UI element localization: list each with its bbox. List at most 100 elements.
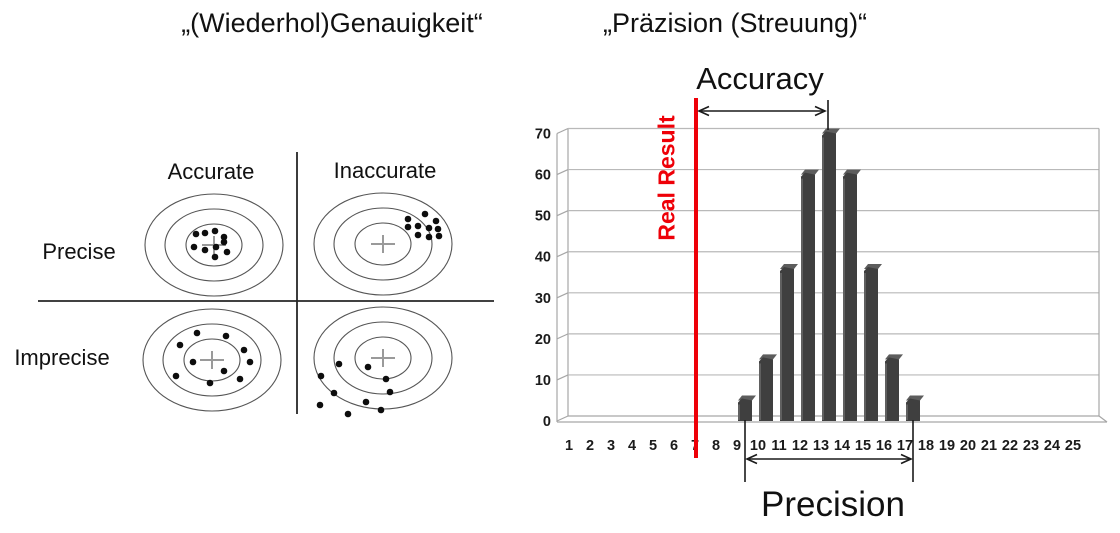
x-tick-label-25: 25	[1065, 438, 1081, 454]
bar-14	[843, 172, 857, 421]
scatter-dot-imprecise-accurate-7	[220, 367, 228, 375]
scatter-dot-imprecise-accurate-8	[206, 379, 214, 387]
scatter-dot-precise-inaccurate-3	[404, 223, 412, 231]
target-ring-precise-accurate-2	[185, 223, 243, 267]
x-tick-label-20: 20	[960, 438, 976, 454]
y-tick-label-50: 50	[535, 209, 551, 225]
row-label-precise: Precise	[42, 239, 116, 264]
x-tick-label-21: 21	[981, 438, 997, 454]
target-ring-precise-inaccurate-0	[313, 192, 453, 296]
scatter-dot-imprecise-accurate-9	[236, 375, 244, 383]
scatter-dot-precise-inaccurate-1	[421, 210, 429, 218]
scatter-dot-imprecise-inaccurate-4	[382, 375, 390, 383]
precision-arrowhead-left	[745, 453, 758, 465]
scatter-dot-precise-inaccurate-5	[425, 224, 433, 232]
target-ring-precise-accurate-0	[144, 193, 284, 297]
scatter-dot-precise-accurate-6	[212, 243, 220, 251]
y-tick-label-20: 20	[535, 332, 551, 348]
scatter-dot-precise-inaccurate-0	[404, 215, 412, 223]
bar-9	[738, 398, 752, 421]
x-tick-label-2: 2	[586, 438, 594, 454]
x-tick-label-3: 3	[607, 438, 615, 454]
y-tick-label-10: 10	[535, 373, 551, 389]
scatter-dot-precise-accurate-7	[220, 238, 228, 246]
real-result-label: Real Result	[653, 115, 680, 241]
x-tick-label-14: 14	[834, 438, 850, 454]
x-tick-label-6: 6	[670, 438, 678, 454]
scatter-dot-imprecise-inaccurate-8	[362, 398, 370, 406]
scatter-dot-precise-inaccurate-7	[414, 231, 422, 239]
precision-arrowhead-right	[900, 453, 913, 465]
scatter-dot-imprecise-inaccurate-3	[330, 389, 338, 397]
scatter-dot-imprecise-accurate-5	[246, 358, 254, 366]
accuracy-arrowhead-right	[814, 105, 827, 117]
left-panel-title: „(Wiederhol)Genauigkeit“	[181, 8, 483, 38]
target-ring-imprecise-inaccurate-1	[333, 321, 433, 395]
x-tick-label-23: 23	[1023, 438, 1039, 454]
scatter-dot-imprecise-inaccurate-9	[377, 406, 385, 414]
y-tick-label-40: 40	[535, 250, 551, 266]
x-tick-label-12: 12	[792, 438, 808, 454]
scatter-dot-precise-accurate-8	[223, 248, 231, 256]
bar-10	[759, 357, 773, 421]
scatter-dot-imprecise-inaccurate-2	[317, 372, 325, 380]
scatter-dot-precise-inaccurate-4	[414, 222, 422, 230]
wall-depth-tick-30	[556, 292, 569, 299]
scatter-dot-imprecise-inaccurate-0	[335, 360, 343, 368]
x-tick-label-13: 13	[813, 438, 829, 454]
scatter-dot-precise-accurate-1	[201, 229, 209, 237]
x-tick-label-22: 22	[1002, 438, 1018, 454]
wall-depth-tick-10	[556, 374, 569, 381]
scatter-dot-imprecise-accurate-4	[189, 358, 197, 366]
bar-11	[780, 267, 794, 421]
target-ring-precise-inaccurate-2	[354, 222, 412, 266]
bar-15	[864, 267, 878, 421]
wall-depth-tick-70	[556, 127, 569, 135]
bar-16	[885, 357, 899, 421]
wall-depth-tick-50	[556, 210, 569, 217]
target-ring-imprecise-accurate-1	[162, 323, 262, 397]
x-tick-label-16: 16	[876, 438, 892, 454]
x-tick-label-18: 18	[918, 438, 934, 454]
scatter-dot-imprecise-accurate-2	[176, 341, 184, 349]
target-ring-precise-inaccurate-1	[333, 207, 433, 281]
x-tick-label-19: 19	[939, 438, 955, 454]
scatter-dot-precise-accurate-5	[201, 246, 209, 254]
wall-depth-tick-20	[556, 333, 569, 340]
column-label-inaccurate: Inaccurate	[333, 158, 437, 183]
scatter-dot-precise-inaccurate-8	[425, 233, 433, 241]
scatter-dot-precise-accurate-4	[190, 243, 198, 251]
scatter-dot-precise-accurate-3	[220, 233, 228, 241]
scatter-dot-imprecise-inaccurate-7	[344, 410, 352, 418]
scatter-dot-precise-inaccurate-9	[435, 232, 443, 240]
scatter-dot-imprecise-accurate-1	[222, 332, 230, 340]
y-tick-label-30: 30	[535, 291, 551, 307]
target-ring-imprecise-accurate-0	[142, 308, 282, 412]
y-tick-label-0: 0	[543, 414, 551, 430]
x-tick-label-11: 11	[771, 438, 786, 454]
precision-annotation-label: Precision	[761, 485, 905, 524]
wall-depth-tick-40	[556, 251, 569, 258]
right-panel-title: „Präzision (Streuung)“	[602, 8, 868, 38]
scatter-dot-imprecise-accurate-6	[172, 372, 180, 380]
accuracy-annotation-label: Accuracy	[696, 61, 824, 96]
scatter-dot-precise-inaccurate-2	[432, 217, 440, 225]
x-tick-label-5: 5	[649, 438, 657, 454]
wall-depth-tick-0	[556, 415, 569, 422]
wall-depth-tick-60	[556, 169, 569, 176]
scatter-dot-imprecise-inaccurate-5	[386, 388, 394, 396]
scatter-dot-imprecise-accurate-0	[193, 329, 201, 337]
floor-right-corner	[1098, 415, 1108, 423]
column-label-accurate: Accurate	[167, 159, 255, 184]
y-tick-label-60: 60	[535, 168, 551, 184]
x-tick-label-10: 10	[750, 438, 766, 454]
row-label-imprecise: Imprecise	[14, 345, 110, 370]
x-tick-label-8: 8	[712, 438, 720, 454]
y-tick-label-70: 70	[535, 127, 551, 143]
scatter-dot-precise-accurate-2	[211, 227, 219, 235]
scatter-dot-imprecise-accurate-3	[240, 346, 248, 354]
target-ring-precise-accurate-1	[164, 208, 264, 282]
scatter-dot-imprecise-inaccurate-6	[316, 401, 324, 409]
bar-13	[822, 131, 836, 421]
